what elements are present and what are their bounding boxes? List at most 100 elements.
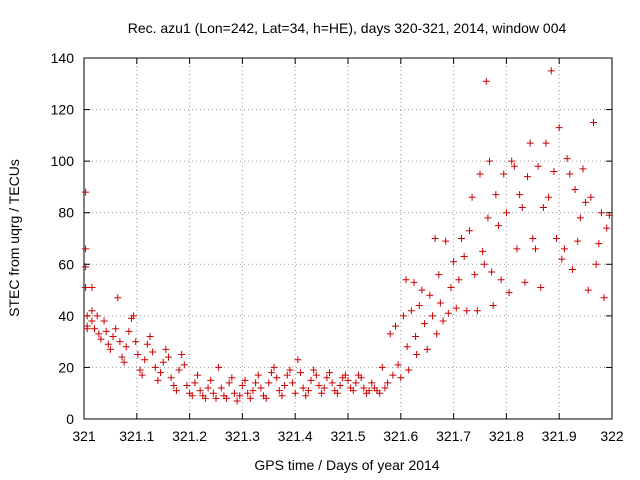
- data-point: [215, 363, 223, 371]
- data-point: [246, 394, 254, 402]
- data-point: [82, 245, 90, 253]
- y-tick-label: 40: [58, 308, 74, 324]
- data-point: [529, 235, 537, 242]
- data-point: [167, 374, 175, 382]
- data-point: [134, 351, 142, 359]
- data-point: [537, 283, 545, 291]
- data-point: [191, 379, 199, 387]
- x-tick-label: 321.3: [225, 428, 260, 444]
- data-point: [328, 379, 336, 387]
- data-point: [162, 345, 170, 353]
- data-point: [238, 381, 246, 389]
- data-point: [513, 245, 521, 253]
- data-point: [138, 371, 146, 379]
- data-point: [310, 366, 318, 374]
- data-point: [360, 384, 368, 392]
- data-point: [389, 371, 397, 379]
- data-point: [597, 209, 605, 217]
- data-point: [518, 204, 526, 212]
- data-point: [482, 77, 490, 85]
- data-point: [120, 358, 128, 366]
- data-point: [223, 394, 231, 402]
- data-point: [252, 379, 260, 387]
- data-point: [436, 299, 444, 307]
- data-point: [450, 258, 458, 266]
- data-point: [102, 327, 110, 335]
- data-point: [315, 381, 323, 389]
- data-point: [302, 392, 310, 400]
- data-point: [196, 387, 204, 395]
- x-tick-label: 321.6: [383, 428, 418, 444]
- data-point: [539, 204, 547, 212]
- data-point: [605, 211, 613, 219]
- data-point: [521, 278, 529, 286]
- data-point: [465, 227, 473, 235]
- data-point: [433, 330, 441, 338]
- data-point: [304, 387, 312, 395]
- data-point: [399, 312, 407, 320]
- data-point: [492, 191, 500, 199]
- x-tick-label: 322: [600, 428, 624, 444]
- data-point: [381, 384, 389, 392]
- data-point: [386, 330, 394, 338]
- data-point: [201, 394, 209, 402]
- data-point: [534, 162, 542, 170]
- x-tick-label: 321.2: [172, 428, 207, 444]
- data-point: [157, 369, 165, 377]
- data-point: [180, 361, 188, 369]
- data-point: [508, 157, 516, 165]
- data-point: [516, 191, 524, 199]
- data-point: [587, 193, 595, 201]
- grid: [84, 58, 612, 419]
- data-point: [241, 376, 249, 384]
- data-point: [402, 276, 410, 284]
- data-point: [82, 188, 90, 196]
- x-tick-label: 321.7: [436, 428, 471, 444]
- data-point: [566, 170, 574, 178]
- data-point: [100, 317, 108, 325]
- data-point: [183, 381, 191, 389]
- data-point: [365, 387, 373, 395]
- data-point: [603, 224, 611, 232]
- data-point: [553, 235, 561, 242]
- data-point: [545, 193, 553, 201]
- data-point: [349, 387, 357, 395]
- data-point: [555, 124, 563, 132]
- data-point: [194, 371, 202, 379]
- data-point: [318, 389, 326, 397]
- data-point: [479, 247, 487, 255]
- data-point: [228, 374, 236, 382]
- data-point: [435, 271, 443, 279]
- data-point: [307, 376, 315, 384]
- data-point: [341, 371, 349, 379]
- data-point: [439, 317, 447, 325]
- data-point: [83, 325, 91, 333]
- x-tick-label: 321.5: [330, 428, 365, 444]
- data-point: [82, 263, 90, 271]
- data-point: [480, 260, 488, 268]
- data-point: [407, 307, 415, 315]
- data-point: [558, 255, 566, 263]
- data-point: [291, 389, 299, 397]
- data-point: [88, 317, 96, 325]
- x-tick-label: 321: [72, 428, 96, 444]
- data-point: [368, 379, 376, 387]
- data-point: [130, 312, 138, 320]
- data-point: [273, 374, 281, 382]
- data-point: [267, 369, 275, 377]
- data-point: [460, 253, 468, 261]
- data-point: [486, 157, 494, 165]
- data-point: [547, 67, 555, 75]
- data-point: [447, 283, 455, 291]
- data-point: [471, 271, 479, 279]
- data-point: [410, 278, 418, 286]
- data-point: [93, 312, 101, 320]
- data-point: [212, 394, 220, 402]
- data-point: [159, 358, 167, 366]
- data-point: [500, 170, 508, 178]
- x-tick-label: 321.1: [119, 428, 154, 444]
- data-point: [82, 283, 90, 291]
- data-point: [584, 286, 592, 294]
- data-point: [352, 379, 360, 387]
